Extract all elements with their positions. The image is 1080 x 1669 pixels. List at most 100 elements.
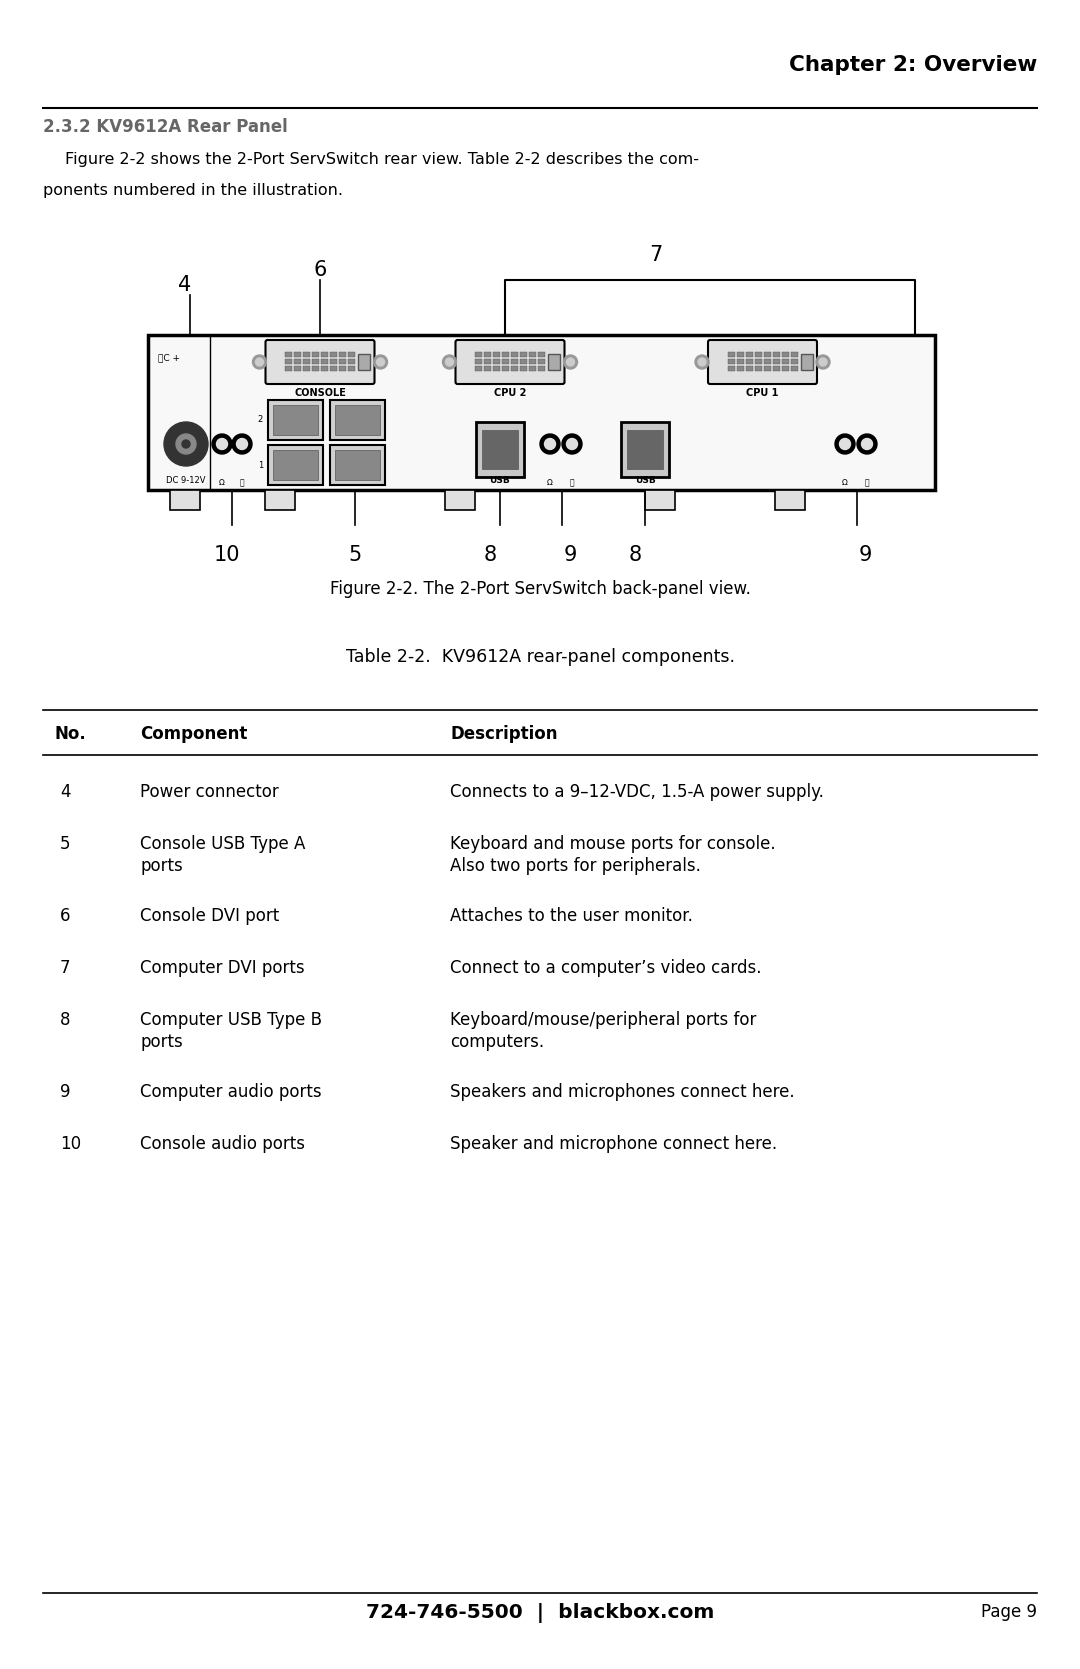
Text: Ω: Ω — [548, 477, 553, 487]
Text: 8: 8 — [484, 546, 497, 566]
Bar — [737, 367, 743, 372]
Circle shape — [835, 434, 855, 454]
Bar — [339, 367, 346, 372]
Bar — [519, 367, 527, 372]
Bar — [782, 367, 788, 372]
Text: ponents numbered in the illustration.: ponents numbered in the illustration. — [43, 184, 343, 199]
Circle shape — [819, 357, 827, 366]
Bar — [148, 335, 935, 491]
Bar — [312, 367, 319, 372]
Bar — [791, 359, 797, 364]
Bar — [728, 367, 734, 372]
Bar — [745, 352, 753, 357]
Bar — [519, 352, 527, 357]
Text: USB: USB — [635, 476, 656, 486]
Bar — [348, 352, 355, 357]
Text: ports: ports — [140, 1033, 183, 1051]
Circle shape — [256, 357, 264, 366]
Bar — [492, 352, 500, 357]
Bar — [265, 491, 295, 511]
Bar — [745, 367, 753, 372]
Bar — [273, 451, 318, 481]
Bar — [772, 352, 780, 357]
Bar — [775, 491, 805, 511]
Bar — [502, 352, 509, 357]
Bar — [285, 367, 292, 372]
Text: Computer USB Type B: Computer USB Type B — [140, 1011, 322, 1030]
Bar — [511, 359, 518, 364]
Bar — [519, 359, 527, 364]
FancyBboxPatch shape — [266, 340, 375, 384]
Circle shape — [253, 355, 267, 369]
Text: USB: USB — [489, 476, 511, 486]
Text: 5: 5 — [349, 546, 362, 566]
Circle shape — [696, 355, 708, 369]
Bar — [492, 359, 500, 364]
Bar — [728, 352, 734, 357]
Text: 6: 6 — [60, 906, 70, 925]
Circle shape — [183, 441, 190, 447]
Text: CONSOLE: CONSOLE — [294, 387, 346, 397]
Bar — [312, 352, 319, 357]
Circle shape — [567, 439, 578, 449]
Bar — [303, 359, 310, 364]
Text: Keyboard/mouse/peripheral ports for: Keyboard/mouse/peripheral ports for — [450, 1011, 756, 1030]
Text: Console USB Type A: Console USB Type A — [140, 834, 306, 853]
Text: Attaches to the user monitor.: Attaches to the user monitor. — [450, 906, 693, 925]
Text: ⤓: ⤓ — [569, 477, 575, 487]
Text: No.: No. — [55, 724, 86, 743]
Text: Ω: Ω — [219, 477, 225, 487]
Circle shape — [540, 434, 561, 454]
Bar — [529, 367, 536, 372]
Text: Speaker and microphone connect here.: Speaker and microphone connect here. — [450, 1135, 778, 1153]
Bar — [445, 491, 475, 511]
Text: 724-746-5500  |  blackbox.com: 724-746-5500 | blackbox.com — [366, 1602, 714, 1622]
Circle shape — [443, 355, 457, 369]
Bar — [268, 401, 323, 441]
Text: 6: 6 — [313, 260, 326, 280]
Bar — [482, 431, 518, 469]
Bar — [782, 359, 788, 364]
Circle shape — [377, 357, 384, 366]
Bar — [330, 352, 337, 357]
Bar — [791, 352, 797, 357]
Text: Page 9: Page 9 — [981, 1602, 1037, 1621]
Bar — [484, 367, 491, 372]
Text: 7: 7 — [60, 960, 70, 976]
Bar — [502, 367, 509, 372]
Bar — [764, 359, 770, 364]
Circle shape — [562, 434, 582, 454]
FancyBboxPatch shape — [708, 340, 816, 384]
Text: Speakers and microphones connect here.: Speakers and microphones connect here. — [450, 1083, 795, 1102]
Bar — [330, 446, 384, 486]
Bar — [502, 359, 509, 364]
Circle shape — [176, 434, 195, 454]
Text: Figure 2-2 shows the 2-Port ServSwitch rear view. Table 2-2 describes the com-: Figure 2-2 shows the 2-Port ServSwitch r… — [65, 152, 699, 167]
Bar — [511, 367, 518, 372]
Text: ⎓C +: ⎓C + — [158, 354, 180, 362]
Circle shape — [698, 357, 706, 366]
Text: 9: 9 — [564, 546, 577, 566]
Bar — [621, 422, 669, 477]
Text: 8: 8 — [629, 546, 642, 566]
Bar — [348, 359, 355, 364]
Bar — [782, 352, 788, 357]
Text: Power connector: Power connector — [140, 783, 279, 801]
Bar — [538, 352, 545, 357]
Text: Console DVI port: Console DVI port — [140, 906, 280, 925]
Bar — [764, 352, 770, 357]
Bar — [529, 352, 536, 357]
Bar — [538, 367, 545, 372]
Text: ⤓: ⤓ — [240, 477, 244, 487]
Text: Connect to a computer’s video cards.: Connect to a computer’s video cards. — [450, 960, 761, 976]
Bar — [294, 352, 301, 357]
Bar — [335, 406, 380, 436]
Bar — [511, 352, 518, 357]
Bar — [321, 352, 328, 357]
Bar — [745, 359, 753, 364]
Text: Component: Component — [140, 724, 247, 743]
Text: computers.: computers. — [450, 1033, 544, 1051]
Circle shape — [839, 439, 851, 449]
Text: 10: 10 — [60, 1135, 81, 1153]
Text: ports: ports — [140, 856, 183, 875]
